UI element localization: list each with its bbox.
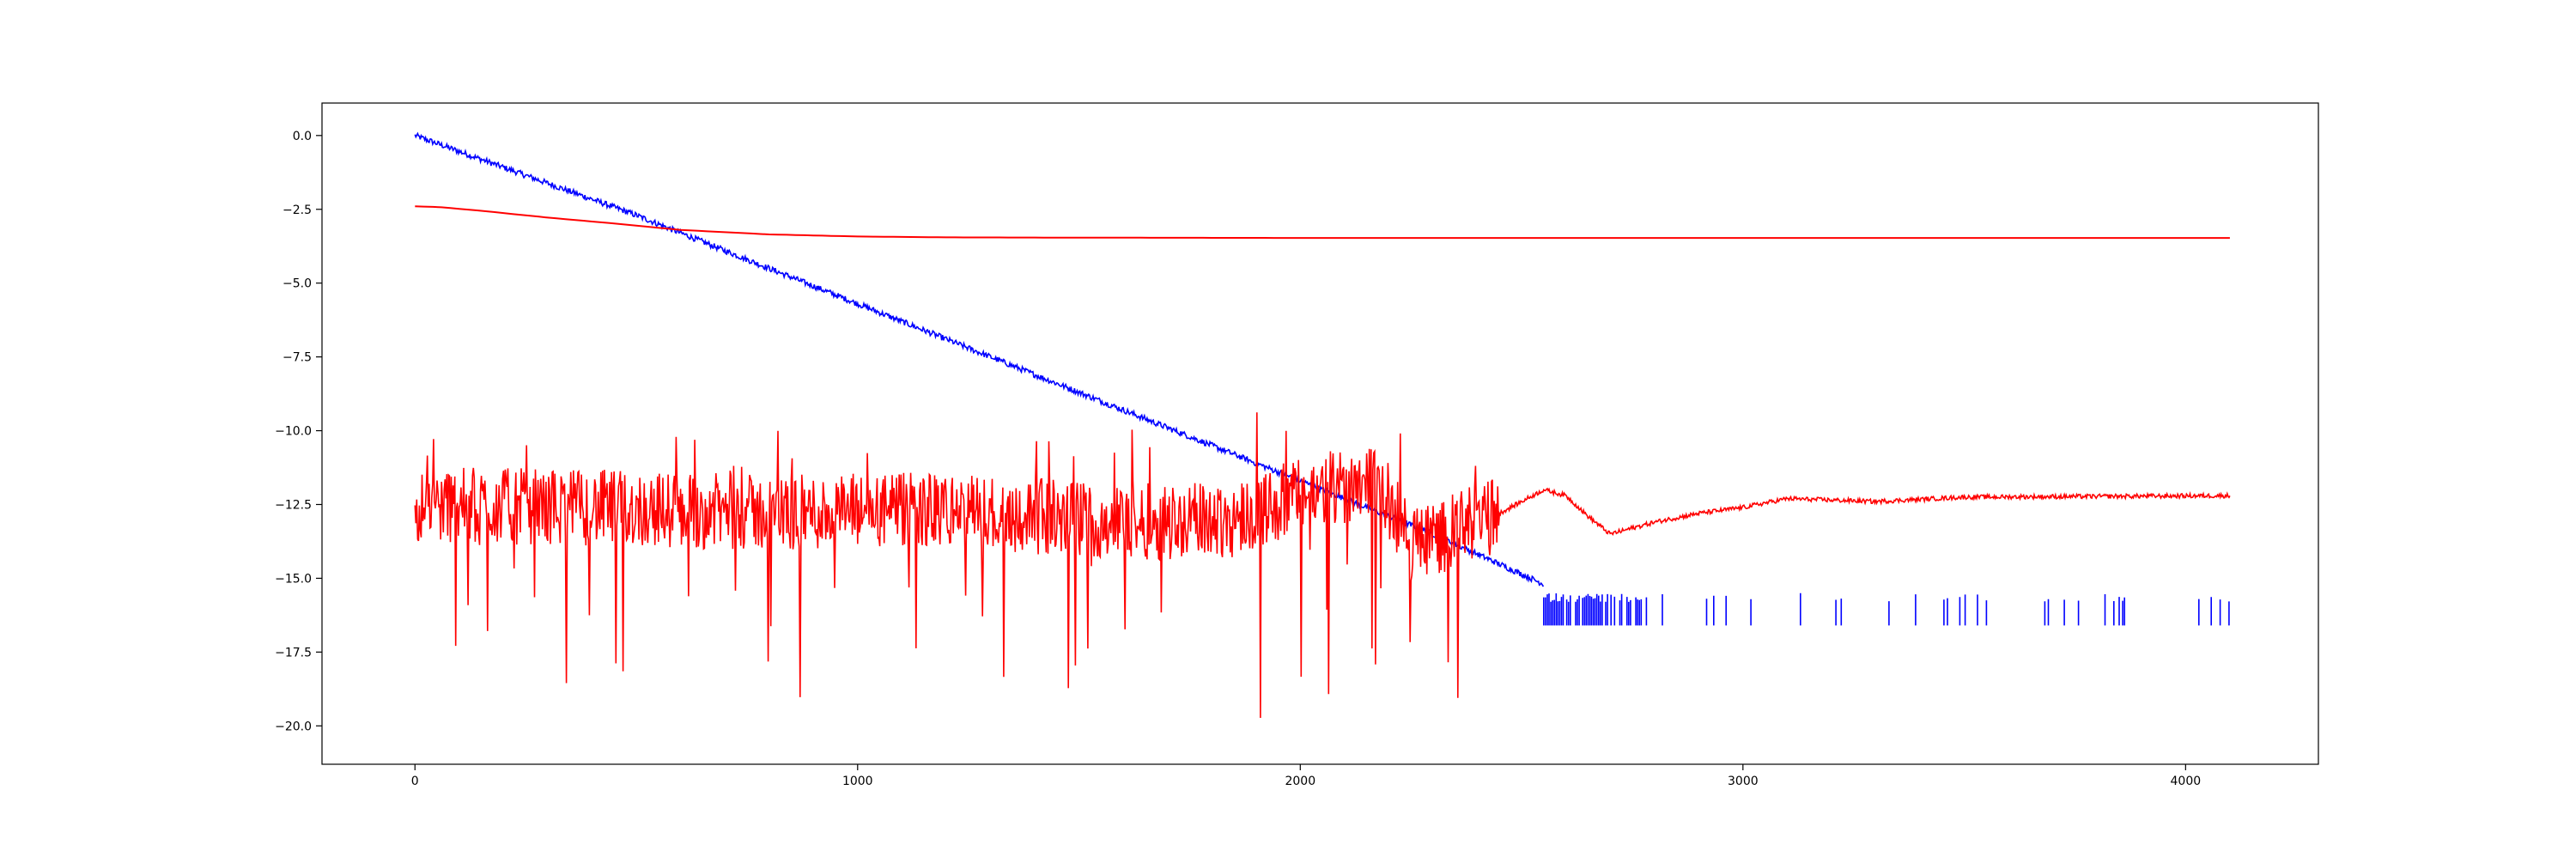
x-tick-label-1: 1000 (842, 775, 873, 788)
series-0-line (414, 131, 1544, 587)
axes-frame (321, 102, 2319, 765)
series-2 (414, 412, 2231, 719)
y-tick-label-1: −2.5 (283, 204, 312, 217)
x-tick-label-4: 4000 (2171, 775, 2202, 788)
axes-background (322, 103, 2318, 764)
series-0-floor-marks (1543, 593, 2230, 626)
series-2-line (414, 412, 2231, 719)
x-tick-label-0: 0 (411, 775, 419, 788)
y-tick-label-2: −5.0 (283, 277, 312, 291)
y-tick-label-7: −17.5 (275, 646, 312, 659)
x-tick-label-2: 2000 (1285, 775, 1315, 788)
series-1-line (415, 205, 2230, 240)
series-0 (414, 131, 2230, 626)
y-tick-label-3: −7.5 (283, 351, 312, 365)
ticks-layer: 0 1000 2000 3000 4000 0.0 −2.5 −5.0 −7.5 −10.0 −12… (275, 130, 2201, 788)
x-tick-label-3: 3000 (1728, 775, 1759, 788)
y-tick-label-8: −20.0 (275, 720, 312, 733)
y-tick-label-4: −10.0 (275, 425, 312, 439)
y-tick-label-5: −12.5 (275, 499, 312, 513)
y-tick-label-0: 0.0 (293, 130, 312, 143)
y-tick-label-6: −15.0 (275, 572, 312, 586)
series-1 (415, 205, 2230, 240)
series-layer (414, 131, 2231, 719)
